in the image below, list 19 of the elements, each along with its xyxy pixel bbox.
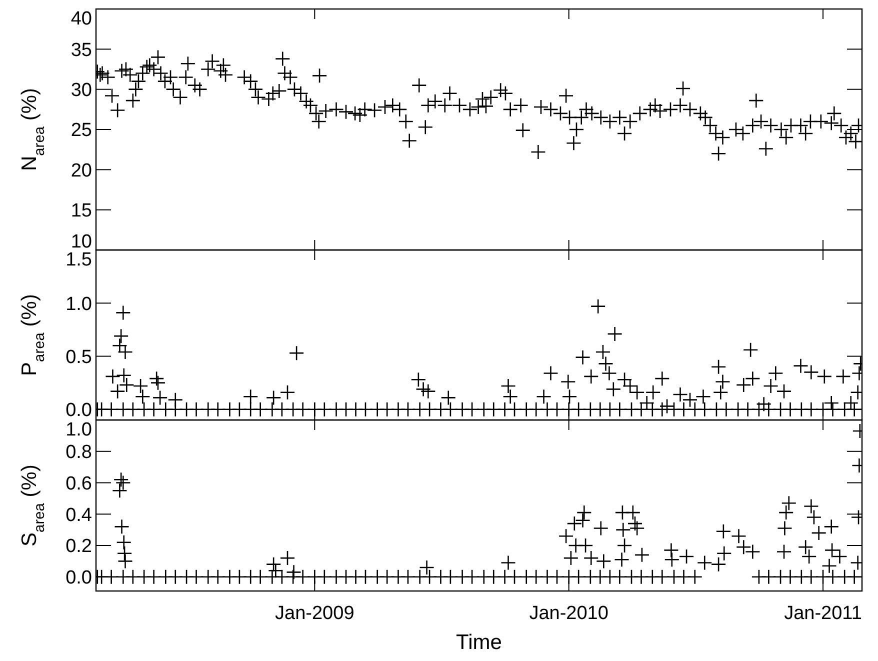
y-tick-label: 0.2 — [66, 536, 92, 558]
y-tick-label: 0.5 — [66, 346, 92, 368]
y-tick-label: 1.0 — [66, 294, 92, 315]
x-tick-label: Jan-2010 — [529, 603, 608, 624]
y-tick-label: 0.0 — [66, 400, 92, 422]
y-tick-label: 0.6 — [66, 473, 92, 494]
x-tick-label: Jan-2011 — [784, 603, 862, 624]
y-tick-label: 25 — [70, 120, 92, 142]
x-tick-label: Jan-2009 — [275, 603, 354, 624]
x-axis-title: Time — [456, 631, 502, 654]
y-tick-label: 30 — [70, 80, 92, 101]
y-tick-label: 40 — [70, 8, 92, 30]
y-tick-label: 1.0 — [66, 420, 92, 441]
y-tick-label: 35 — [70, 40, 92, 61]
y-tick-label: 0.8 — [66, 442, 92, 464]
y-tick-label: 0.0 — [66, 568, 92, 589]
y-tick-label: 0.4 — [66, 504, 92, 526]
y-tick-label: 15 — [70, 200, 92, 222]
y-tick-label: 20 — [70, 160, 92, 182]
